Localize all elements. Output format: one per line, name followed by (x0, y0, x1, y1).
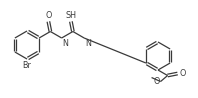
Text: Br: Br (23, 61, 31, 70)
Text: O: O (45, 10, 51, 20)
Text: O: O (153, 77, 160, 86)
Text: N: N (85, 39, 91, 48)
Text: N: N (63, 39, 69, 48)
Text: O: O (180, 69, 186, 78)
Text: SH: SH (65, 10, 76, 20)
